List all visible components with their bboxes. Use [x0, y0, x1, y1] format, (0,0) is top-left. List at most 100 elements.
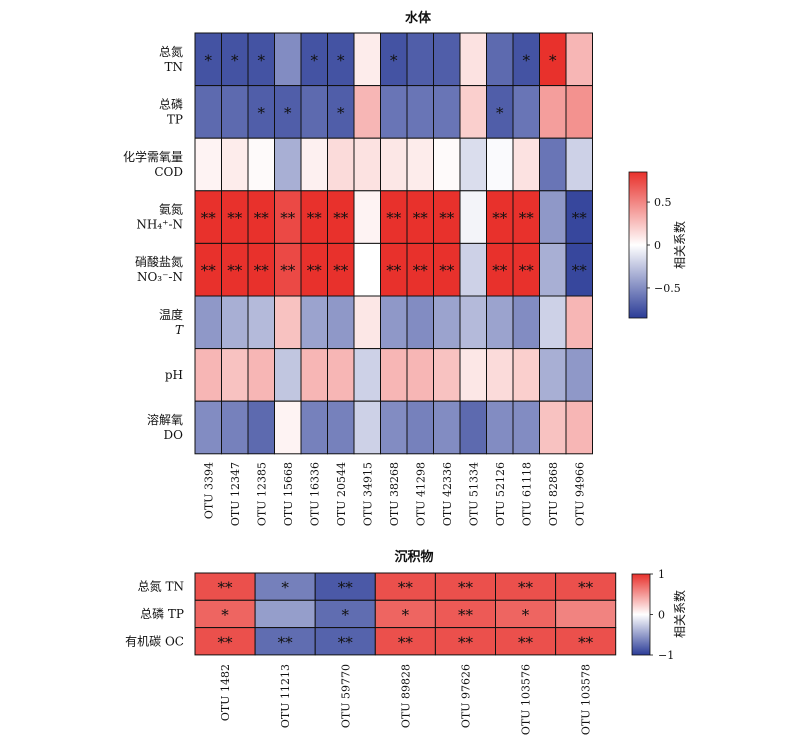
sediment-heatmap-column-labels: OTU 1482 OTU 11213 OTU 59770 OTU 89828 OTU 9… — [219, 664, 593, 735]
water-cell-r7-c8 — [380, 348, 408, 402]
water-significance-mark: ** — [333, 262, 349, 280]
water-row-label: TP — [167, 112, 183, 126]
sediment-heatmap-significance: ** * ** ** ** ** *** * * ** *** ** ** ** ** ** ** — [218, 579, 594, 652]
water-cell-r3-c2 — [221, 137, 249, 192]
water-significance-mark: ** — [307, 262, 323, 280]
sediment-cell-r3-c2 — [254, 627, 316, 656]
water-significance-mark: ** — [201, 209, 217, 227]
water-cell-r3-c6 — [327, 137, 355, 192]
water-cell-r6-c6 — [327, 295, 355, 350]
water-cell-r5-c8 — [380, 242, 408, 297]
water-heatmap-cells — [194, 32, 593, 455]
water-cell-r2-c4 — [274, 85, 302, 139]
water-cell-r2-c12 — [486, 85, 514, 139]
water-cell-r2-c8 — [380, 85, 408, 139]
water-row-label: 总磷 — [159, 96, 183, 111]
water-cell-r1-c4 — [274, 32, 302, 87]
water-cell-r6-c9 — [406, 295, 434, 350]
water-cell-r7-c2 — [221, 348, 249, 402]
sediment-significance-mark: ** — [398, 579, 414, 597]
water-cell-r8-c5 — [300, 400, 328, 455]
water-cell-r7-c11 — [459, 348, 487, 402]
sediment-heatmap-title: 沉积物 — [394, 549, 433, 565]
water-significance-mark: ** — [492, 209, 508, 227]
water-significance-mark: * — [496, 104, 504, 122]
water-cell-r7-c12 — [486, 348, 514, 402]
water-significance-mark: ** — [254, 209, 270, 227]
water-cell-r7-c4 — [274, 348, 302, 402]
water-significance-mark: ** — [492, 262, 508, 280]
water-column-label-otu-12347: OTU 12347 — [229, 462, 242, 526]
sediment-cell-r3-c7 — [555, 627, 617, 656]
sediment-cell-r2-c7 — [555, 599, 617, 629]
water-cell-r8-c1 — [194, 400, 222, 455]
sediment-cell-r3-c5 — [434, 627, 496, 656]
sediment-cell-r1-c1 — [194, 572, 256, 601]
water-cell-r4-c9 — [406, 190, 434, 244]
water-cell-r8-c11 — [459, 400, 487, 455]
water-colorbar-tick-label: 0 — [654, 239, 661, 252]
sediment-colorbar-tick-label: 1 — [658, 568, 665, 581]
water-column-label-otu-61118: OTU 61118 — [520, 462, 533, 526]
water-significance-mark: ** — [519, 209, 535, 227]
water-significance-mark: * — [311, 51, 319, 69]
water-significance-mark: ** — [201, 262, 217, 280]
sediment-heatmap-row-labels: 总氮 TN 总磷 TP 有机碳 OC — [125, 579, 184, 649]
water-cell-r8-c15 — [565, 400, 593, 455]
water-cell-r4-c7 — [353, 190, 381, 244]
water-cell-r8-c8 — [380, 400, 408, 455]
sediment-significance-mark: ** — [458, 579, 474, 597]
sediment-significance-mark: ** — [218, 579, 234, 597]
water-cell-r5-c3 — [247, 242, 275, 297]
water-cell-r7-c1 — [194, 348, 222, 402]
water-cell-r1-c15 — [565, 32, 593, 87]
water-row-label: 化学需氧量 — [123, 149, 183, 164]
water-cell-r7-c3 — [247, 348, 275, 402]
water-row-label: 氨氮 — [159, 202, 183, 217]
sediment-cell-r2-c2 — [254, 599, 316, 629]
water-cell-r7-c7 — [353, 348, 381, 402]
water-cell-r2-c15 — [565, 85, 593, 139]
water-cell-r6-c11 — [459, 295, 487, 350]
water-cell-r1-c12 — [486, 32, 514, 87]
water-cell-r5-c15 — [565, 242, 593, 297]
water-column-label-otu-20544: OTU 20544 — [335, 462, 348, 526]
water-significance-mark: ** — [439, 209, 455, 227]
sediment-colorbar-tick-label: −1 — [658, 649, 674, 662]
sediment-column-label-otu-59770: OTU 59770 — [339, 664, 352, 728]
water-significance-mark: ** — [386, 209, 402, 227]
water-heatmap-significance: * * * * * * * ** * * *** ** ** ** ** ** ** ** ** ** ** **** **… — [201, 51, 588, 279]
water-column-label-otu-41298: OTU 41298 — [414, 462, 427, 526]
water-cell-r2-c7 — [353, 85, 381, 139]
sediment-significance-mark: ** — [278, 633, 294, 651]
sediment-column-label-otu-89828: OTU 89828 — [399, 664, 412, 728]
sediment-column-label-otu-103576: OTU 103576 — [520, 664, 533, 735]
water-significance-mark: ** — [333, 209, 349, 227]
sediment-cell-r1-c7 — [555, 572, 617, 601]
water-significance-mark: ** — [227, 262, 243, 280]
sediment-colorbar-label: 相关系数 — [672, 590, 687, 638]
water-significance-mark: ** — [519, 262, 535, 280]
water-cell-r3-c8 — [380, 137, 408, 192]
water-column-label-otu-16336: OTU 16336 — [308, 462, 321, 526]
water-cell-r1-c10 — [433, 32, 461, 87]
water-significance-mark: * — [337, 51, 345, 69]
water-cell-r8-c7 — [353, 400, 381, 455]
water-significance-mark: ** — [386, 262, 402, 280]
water-cell-r1-c11 — [459, 32, 487, 87]
water-significance-mark: ** — [254, 262, 270, 280]
water-cell-r4-c8 — [380, 190, 408, 244]
water-cell-r4-c10 — [433, 190, 461, 244]
sediment-significance-mark: ** — [218, 633, 234, 651]
water-cell-r3-c14 — [539, 137, 567, 192]
sediment-cell-r2-c3 — [314, 599, 376, 629]
water-cell-r4-c14 — [539, 190, 567, 244]
water-cell-r3-c3 — [247, 137, 275, 192]
sediment-significance-mark: * — [402, 606, 410, 624]
water-row-label: 硝酸盐氮 — [135, 254, 183, 269]
water-cell-r3-c1 — [194, 137, 222, 192]
water-cell-r5-c4 — [274, 242, 302, 297]
water-cell-r2-c5 — [300, 85, 328, 139]
sediment-colorbar-tick-label: 0 — [658, 609, 665, 622]
water-colorbar-tick-label: −0.5 — [654, 282, 681, 295]
